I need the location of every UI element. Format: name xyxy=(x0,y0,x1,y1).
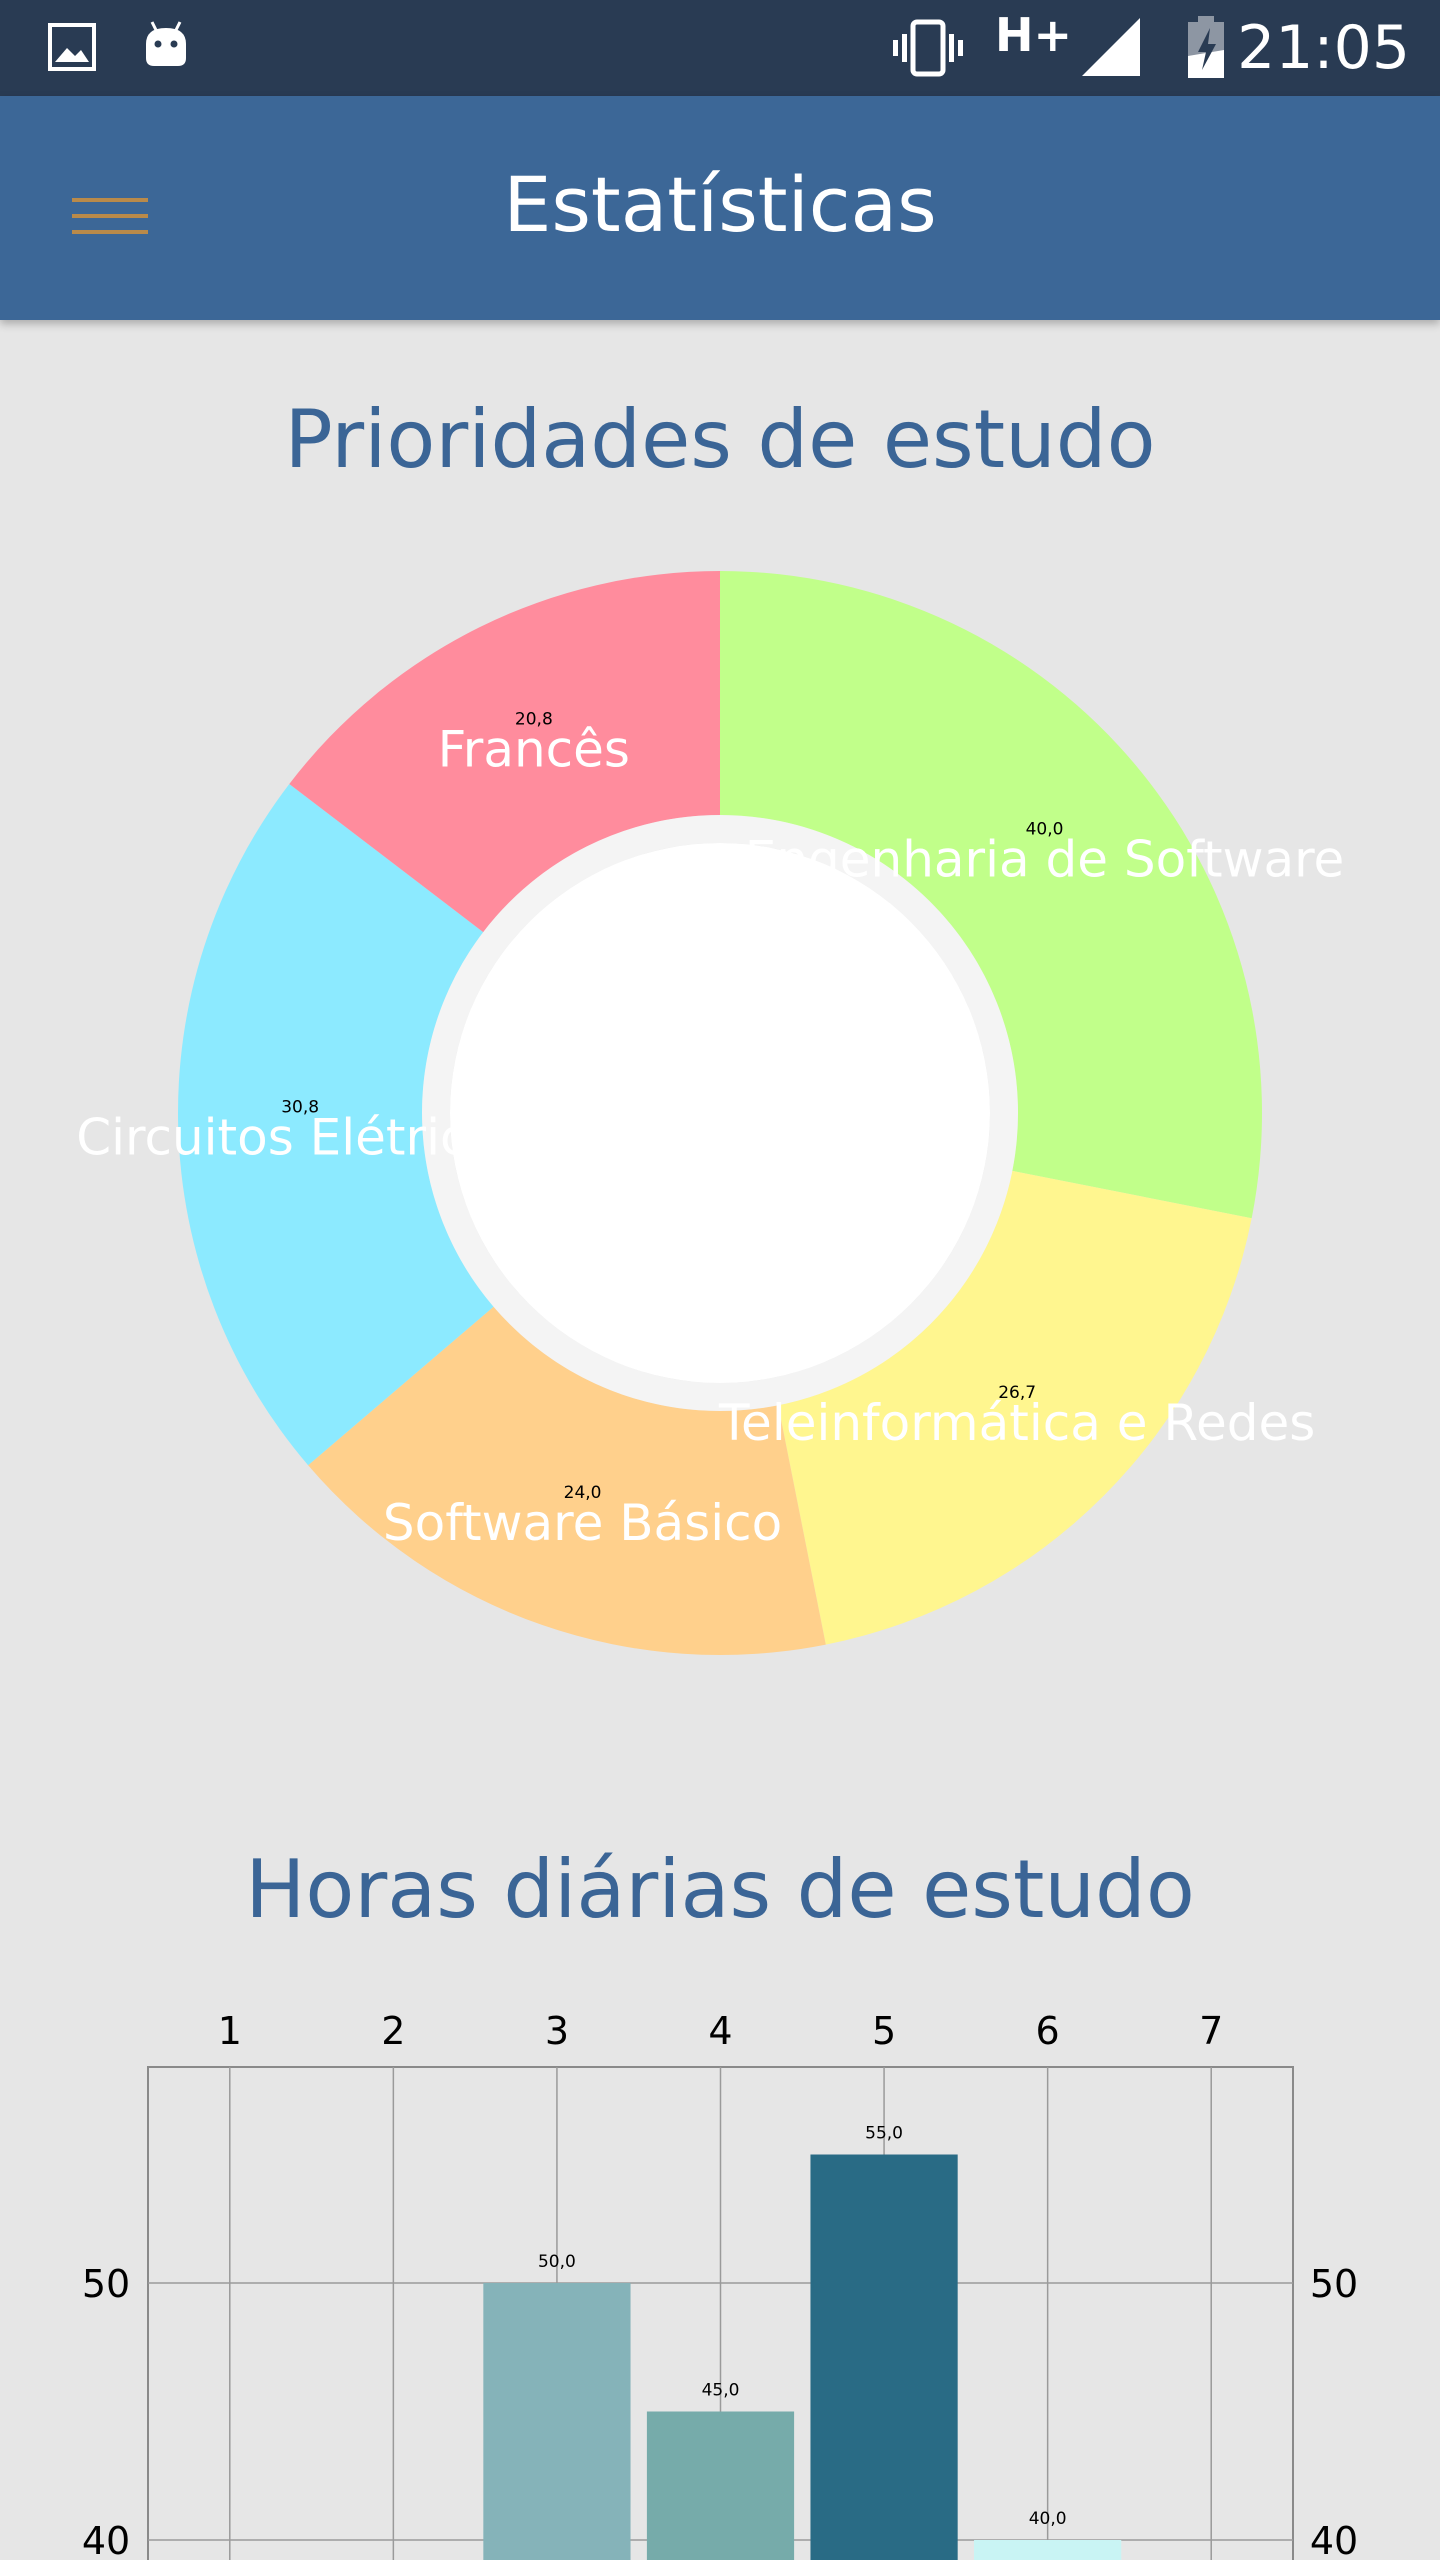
pie-slice[interactable] xyxy=(778,1170,1252,1645)
hamburger-menu-icon[interactable] xyxy=(60,176,160,256)
pie-value-label: 24,0 xyxy=(564,1483,602,1503)
vibrate-icon xyxy=(893,19,963,77)
pie-slice[interactable] xyxy=(177,783,494,1466)
pie-slice[interactable] xyxy=(289,571,720,933)
bar[interactable] xyxy=(646,2411,795,2560)
bar-value-label: 50,0 xyxy=(538,2252,576,2272)
bar[interactable] xyxy=(974,2540,1122,2560)
bar-value-label: 55,0 xyxy=(865,2124,903,2144)
x-tick-label: 3 xyxy=(545,2009,569,2053)
pie-value-label: 26,7 xyxy=(998,1383,1036,1403)
pie-slice-label: Francês xyxy=(438,721,630,779)
app-bar: Estatísticas xyxy=(0,96,1440,320)
pie-slice-label: Software Básico xyxy=(383,1494,782,1552)
pie-slice[interactable] xyxy=(720,571,1262,1219)
bar[interactable] xyxy=(810,2154,958,2560)
x-tick-label: 6 xyxy=(1036,2009,1060,2053)
pie-value-label: 30,8 xyxy=(281,1098,319,1118)
x-tick-label: 5 xyxy=(872,2009,896,2053)
pie-slice-label: Circuitos Elétricos xyxy=(76,1109,524,1167)
clock: 21:05 xyxy=(1237,13,1410,83)
y-tick-label-left: 50 xyxy=(82,2262,130,2306)
pie-chart-title: Prioridades de estudo xyxy=(284,393,1156,486)
bar-chart-title: Horas diárias de estudo xyxy=(245,1843,1195,1936)
pie-slice-label: Engenharia de Software xyxy=(745,830,1345,888)
x-tick-label: 2 xyxy=(381,2009,405,2053)
bar[interactable] xyxy=(483,2283,631,2560)
image-icon xyxy=(48,23,96,71)
x-tick-label: 4 xyxy=(708,2009,732,2053)
status-bar: H+ 21:05 xyxy=(0,0,1440,96)
signal-icon xyxy=(1082,18,1140,76)
network-type: H+ xyxy=(995,8,1073,62)
app-title: Estatísticas xyxy=(503,160,937,249)
donut-hole xyxy=(450,843,990,1383)
bar-value-label: 45,0 xyxy=(702,2381,740,2401)
y-tick-label-right: 50 xyxy=(1310,2262,1358,2306)
x-tick-label: 1 xyxy=(218,2009,242,2053)
donut-inner-ring xyxy=(422,815,1018,1411)
android-icon xyxy=(146,21,186,66)
pie-value-label: 40,0 xyxy=(1026,819,1064,839)
battery-charging-icon xyxy=(1188,16,1224,78)
pie-value-label: 20,8 xyxy=(515,710,553,730)
pie-slice[interactable] xyxy=(308,1306,826,1655)
bar-value-label: 40,0 xyxy=(1029,2509,1067,2529)
x-tick-label: 7 xyxy=(1199,2009,1223,2053)
y-tick-label-left: 40 xyxy=(82,2519,130,2560)
y-tick-label-right: 40 xyxy=(1310,2519,1358,2560)
pie-slice-label: Teleinformática e Redes xyxy=(718,1394,1315,1452)
